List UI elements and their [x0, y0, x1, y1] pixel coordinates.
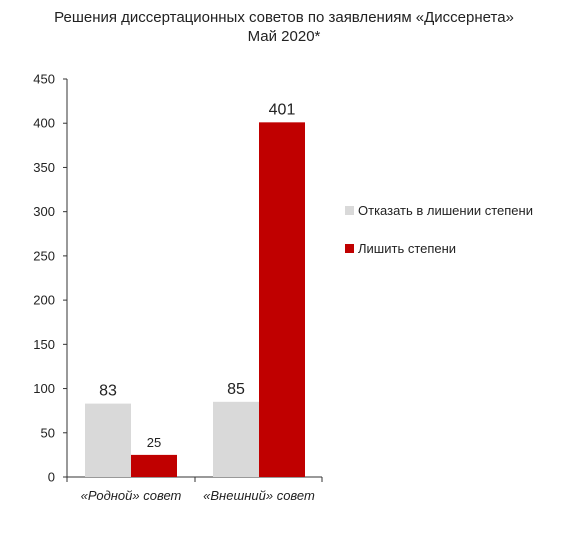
- y-tick-label-8: 400: [33, 116, 55, 131]
- y-tick-label-3: 150: [33, 337, 55, 352]
- bar-refuse-0: [85, 403, 131, 477]
- chart-title-block: Решения диссертационных советов по заявл…: [0, 8, 568, 46]
- chart-legend: Отказать в лишении степени Лишить степен…: [345, 200, 533, 276]
- data-label-refuse-1: 85: [227, 381, 245, 398]
- data-label-refuse-0: 83: [99, 383, 117, 400]
- y-tick-label-6: 300: [33, 204, 55, 219]
- legend-item-revoke: Лишить степени: [345, 238, 533, 258]
- y-tick-label-5: 250: [33, 248, 55, 263]
- data-label-revoke-1: 401: [269, 101, 296, 118]
- legend-item-refuse: Отказать в лишении степени: [345, 200, 533, 220]
- y-tick-label-0: 0: [48, 470, 55, 485]
- chart-subtitle: Май 2020*: [247, 28, 321, 45]
- y-tick-label-4: 200: [33, 293, 55, 308]
- y-tick-label-2: 100: [33, 381, 55, 396]
- chart-title: Решения диссертационных советов по заявл…: [54, 9, 514, 26]
- bar-refuse-1: [213, 401, 259, 477]
- legend-label-revoke: Лишить степени: [358, 240, 457, 256]
- legend-swatch-revoke: [345, 243, 354, 253]
- legend-swatch-refuse: [345, 205, 354, 215]
- bar-revoke-0: [131, 454, 177, 477]
- bar-revoke-1: [259, 122, 305, 478]
- legend-label-refuse: Отказать в лишении степени: [358, 202, 533, 218]
- x-category-label-0: «Родной» совет: [81, 488, 182, 503]
- y-tick-label-9: 450: [33, 72, 55, 87]
- data-label-revoke-0: 25: [147, 435, 161, 450]
- y-tick-label-1: 50: [41, 425, 55, 440]
- y-tick-label-7: 350: [33, 160, 55, 175]
- x-category-label-1: «Внешний» совет: [203, 488, 315, 503]
